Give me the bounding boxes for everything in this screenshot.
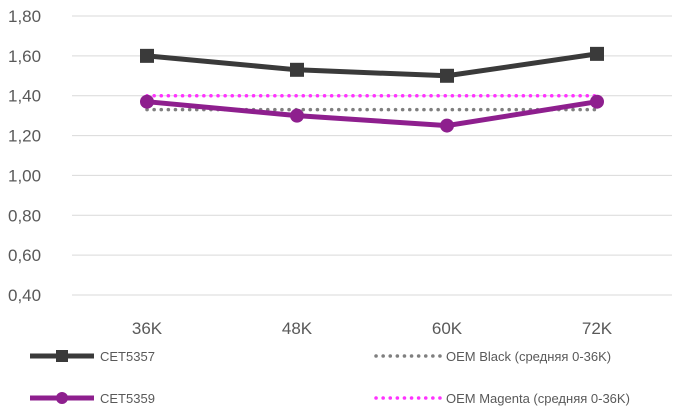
series-0-point [290, 62, 304, 77]
x-tick-label: 36K [132, 319, 163, 338]
x-tick-label: 60K [432, 319, 463, 338]
x-axis: 36K 48K 60K 72K [132, 319, 613, 338]
y-tick-label: 1,60 [8, 47, 41, 66]
y-tick-label: 0,40 [8, 286, 41, 305]
legend-item-1-marker [56, 392, 68, 404]
y-tick-label: 1,20 [8, 127, 41, 146]
series-0-point [440, 68, 454, 83]
series-1-point [140, 94, 154, 109]
legend-item-0-marker [56, 350, 68, 362]
x-tick-label: 48K [282, 319, 313, 338]
x-tick-label: 72K [582, 319, 613, 338]
y-tick-label: 1,40 [8, 87, 41, 106]
y-tick-label: 1,80 [8, 7, 41, 26]
legend-item-2-label: OEM Black (средняя 0-36K) [446, 349, 611, 364]
series-1-point [290, 108, 304, 123]
legend-item-0-label: CET5357 [100, 349, 155, 364]
legend-item-1-label: CET5359 [100, 391, 155, 406]
series-0-line [146, 51, 598, 79]
y-tick-label: 0,80 [8, 206, 41, 225]
y-tick-label: 1,00 [8, 166, 41, 185]
series-1-point [590, 94, 604, 109]
y-tick-label: 0,60 [8, 246, 41, 265]
legend-item-3-label: OEM Magenta (средняя 0-36K) [446, 391, 630, 406]
series-1-line [146, 99, 598, 129]
series-group [140, 46, 604, 133]
legend: CET5357 CET5359 OEM Black (средняя 0-36K) O… [30, 349, 630, 406]
y-axis: 0,40 0,60 0,80 1,00 1,20 1,40 1,60 1,80 [8, 7, 41, 305]
series-0-point [140, 48, 154, 63]
series-1-point [440, 118, 454, 133]
series-0-point [590, 46, 604, 61]
